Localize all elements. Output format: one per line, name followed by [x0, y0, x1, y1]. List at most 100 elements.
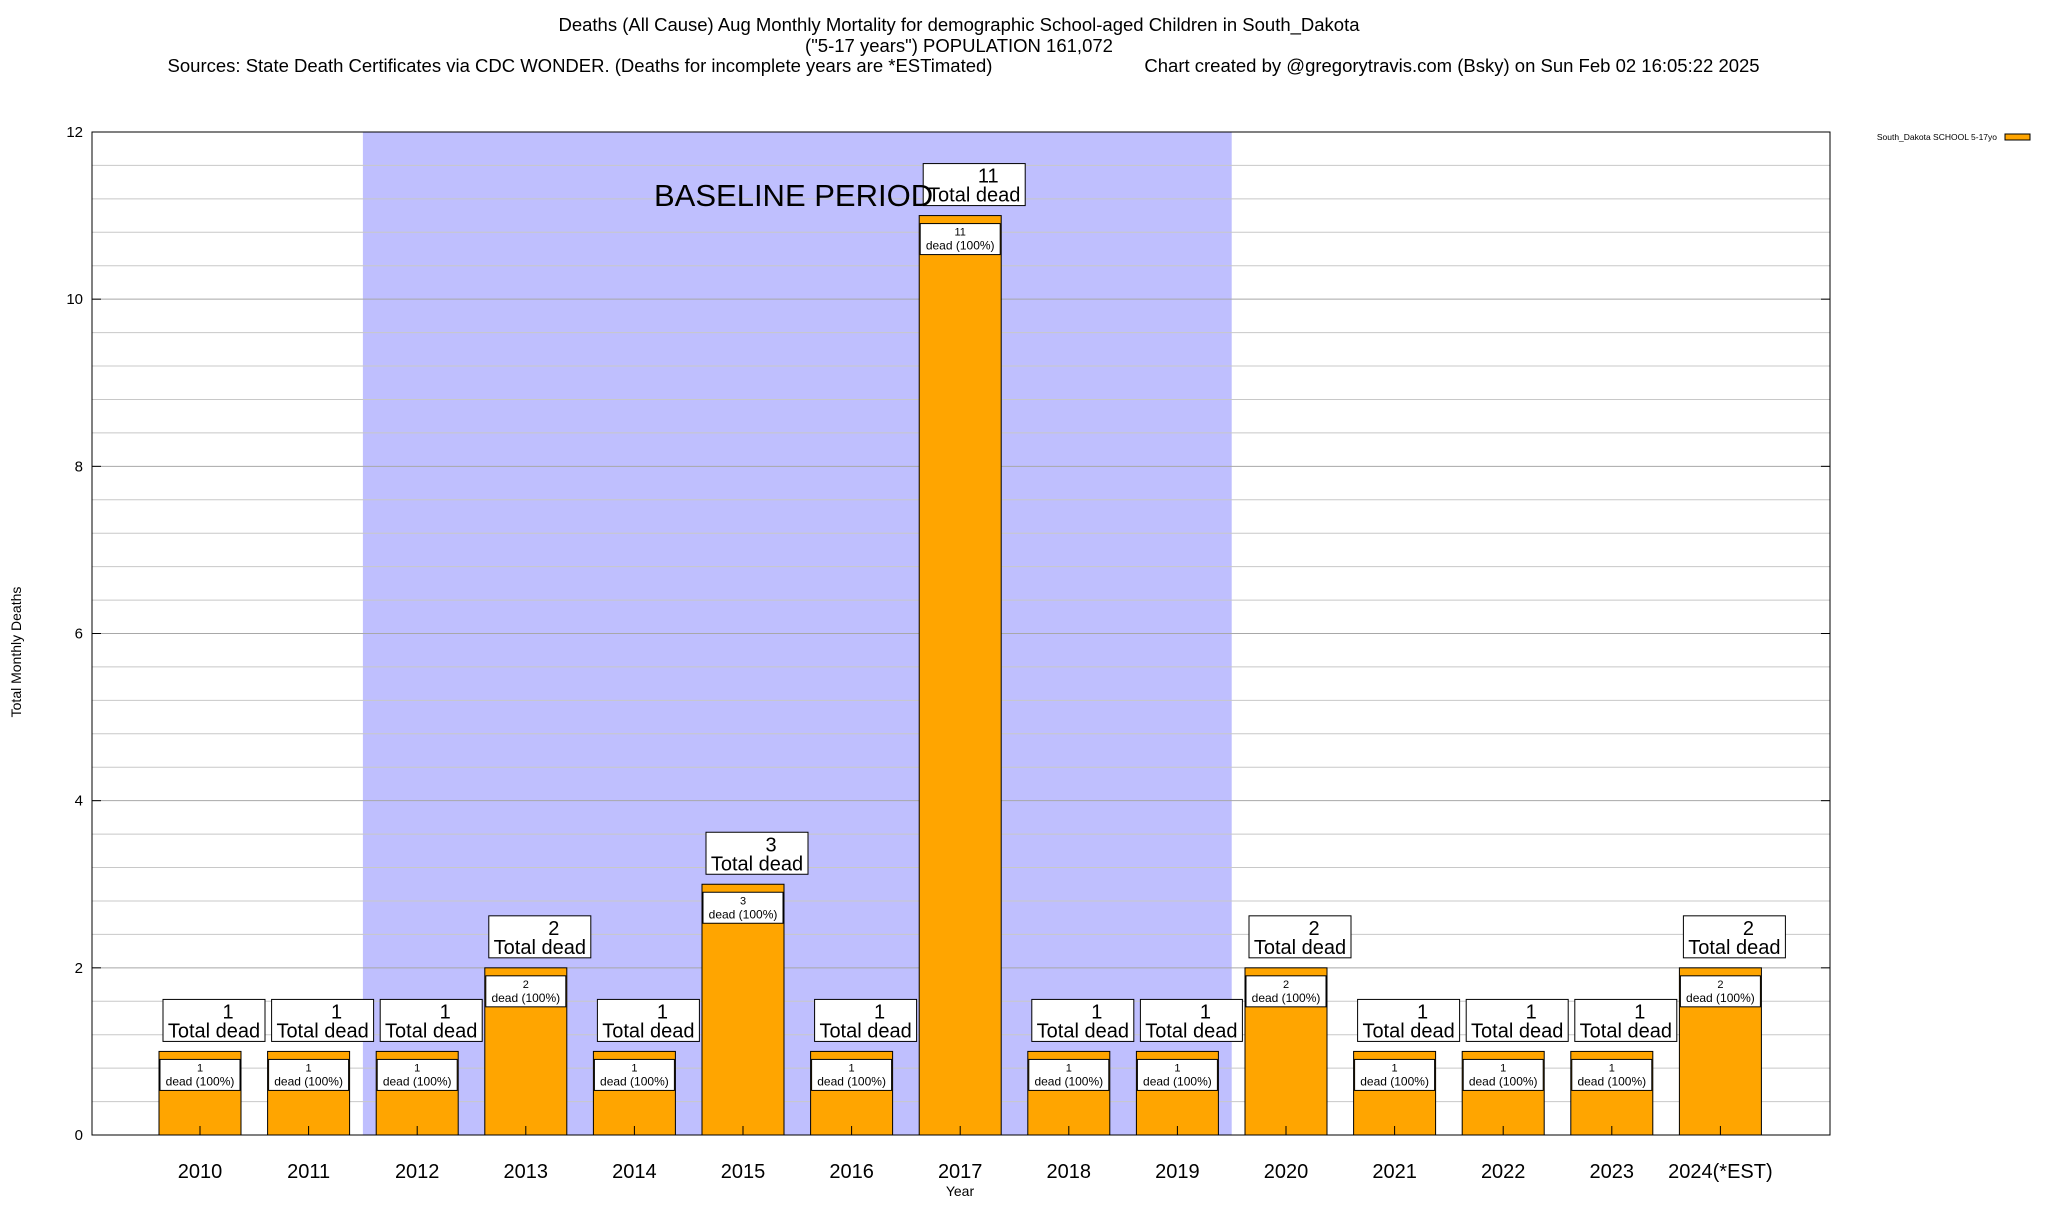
x-tick-label-2024(*EST): 2024(*EST)	[1668, 1161, 1773, 1183]
x-tick-label-2017: 2017	[938, 1161, 983, 1183]
chart-sources: Sources: State Death Certificates via CD…	[168, 55, 993, 76]
total-label-box	[1574, 998, 1678, 1042]
segment-percent-label: dead (100%)	[166, 1074, 235, 1088]
total-dead-label: Total dead	[276, 1020, 368, 1042]
segment-label-box	[593, 1058, 675, 1091]
total-dead-label: Total dead	[1037, 1020, 1129, 1042]
segment-percent-label: dead (100%)	[1577, 1074, 1646, 1088]
total-value-label: 1	[1526, 1001, 1537, 1023]
x-tick-label-2015: 2015	[721, 1161, 766, 1183]
x-tick-label-2018: 2018	[1047, 1161, 1092, 1183]
baseline-period-label: BASELINE PERIOD	[654, 178, 933, 213]
total-value-label: 1	[1200, 1001, 1211, 1023]
segment-percent-label: dead (100%)	[491, 991, 560, 1005]
segment-label-box	[159, 1058, 241, 1091]
segment-value-label: 1	[1500, 1062, 1506, 1074]
segment-percent-label: dead (100%)	[1469, 1074, 1538, 1088]
total-label-box	[922, 163, 1026, 207]
segment-percent-label: dead (100%)	[1034, 1074, 1103, 1088]
bar-2017	[918, 215, 1002, 1136]
total-label-box	[1357, 998, 1461, 1042]
total-label-box	[1248, 915, 1352, 959]
segment-label-box	[702, 891, 784, 924]
total-dead-label: Total dead	[1254, 937, 1346, 959]
segment-label-box	[1571, 1058, 1653, 1091]
segment-value-label: 1	[631, 1062, 637, 1074]
segment-percent-label: dead (100%)	[600, 1074, 669, 1088]
y-tick-label: 6	[75, 626, 83, 643]
total-dead-label: Total dead	[494, 937, 586, 959]
y-tick-label: 12	[66, 124, 83, 141]
segment-label-box	[1028, 1058, 1110, 1091]
total-value-label: 1	[1091, 1001, 1102, 1023]
total-label-box	[705, 831, 809, 875]
segment-label-box	[1462, 1058, 1544, 1091]
total-value-label: 1	[874, 1001, 885, 1023]
total-label-box	[1031, 998, 1135, 1042]
plot-frame	[91, 131, 1831, 1136]
segment-percent-label: dead (100%)	[926, 239, 995, 253]
segment-label-box	[268, 1058, 350, 1091]
total-label-box	[1139, 998, 1243, 1042]
x-tick-label-2021: 2021	[1372, 1161, 1417, 1183]
total-dead-label: Total dead	[1471, 1020, 1563, 1042]
x-tick-label-2023: 2023	[1590, 1161, 1635, 1183]
segment-percent-label: dead (100%)	[817, 1074, 886, 1088]
x-tick-label-2011: 2011	[287, 1161, 330, 1183]
segment-label-box	[376, 1058, 458, 1091]
x-axis-label: Year	[946, 1183, 975, 1199]
total-dead-label: Total dead	[1362, 1020, 1454, 1042]
total-dead-label: Total dead	[819, 1020, 911, 1042]
total-dead-label: Total dead	[928, 185, 1020, 207]
legend-swatch	[2004, 133, 2031, 141]
segment-value-label: 1	[1392, 1062, 1398, 1074]
y-tick-label: 4	[75, 793, 83, 810]
segment-label-box	[485, 975, 567, 1008]
segment-label-box	[811, 1058, 893, 1091]
segment-label-box	[1245, 975, 1327, 1008]
legend-entry-label: South_Dakota SCHOOL 5-17yo	[1877, 132, 1997, 142]
total-dead-label: Total dead	[1145, 1020, 1237, 1042]
total-dead-label: Total dead	[168, 1020, 260, 1042]
total-label-box	[271, 998, 375, 1042]
total-label-box	[1465, 998, 1569, 1042]
segment-percent-label: dead (100%)	[1143, 1074, 1212, 1088]
segment-label-box	[1679, 975, 1761, 1008]
total-label-box	[596, 998, 700, 1042]
x-tick-label-2012: 2012	[395, 1161, 440, 1183]
x-tick-label-2013: 2013	[504, 1161, 549, 1183]
total-label-box	[162, 998, 266, 1042]
y-tick-label: 10	[66, 291, 83, 308]
total-dead-label: Total dead	[1688, 937, 1780, 959]
segment-value-label: 1	[306, 1062, 312, 1074]
x-tick-label-2022: 2022	[1481, 1161, 1526, 1183]
chart-title-line-2: ("5-17 years") POPULATION 161,072	[805, 35, 1113, 56]
segment-value-label: 1	[849, 1062, 855, 1074]
chart-credit: Chart created by @gregorytravis.com (Bsk…	[1144, 55, 1759, 76]
segment-value-label: 1	[1066, 1062, 1072, 1074]
total-value-label: 1	[222, 1001, 233, 1023]
segment-label-box	[1354, 1058, 1436, 1091]
x-tick-label-2014: 2014	[612, 1161, 657, 1183]
chart-title-line-1: Deaths (All Cause) Aug Monthly Mortality…	[558, 14, 1360, 36]
segment-value-label: 3	[740, 895, 746, 907]
x-tick-label-2019: 2019	[1155, 1161, 1200, 1183]
segment-percent-label: dead (100%)	[709, 907, 778, 921]
total-value-label: 2	[548, 918, 559, 940]
total-value-label: 1	[1417, 1001, 1428, 1023]
segment-percent-label: dead (100%)	[383, 1074, 452, 1088]
segment-percent-label: dead (100%)	[1252, 991, 1321, 1005]
total-dead-label: Total dead	[711, 853, 803, 875]
segment-label-box	[919, 223, 1001, 256]
segment-value-label: 2	[1717, 979, 1723, 991]
bar-2015	[701, 883, 785, 1136]
segment-value-label: 1	[414, 1062, 420, 1074]
segment-percent-label: dead (100%)	[1686, 991, 1755, 1005]
total-dead-label: Total dead	[602, 1020, 694, 1042]
total-value-label: 3	[765, 834, 776, 856]
segment-value-label: 1	[1609, 1062, 1615, 1074]
total-value-label: 1	[657, 1001, 668, 1023]
total-dead-label: Total dead	[385, 1020, 477, 1042]
segment-value-label: 11	[954, 227, 965, 239]
